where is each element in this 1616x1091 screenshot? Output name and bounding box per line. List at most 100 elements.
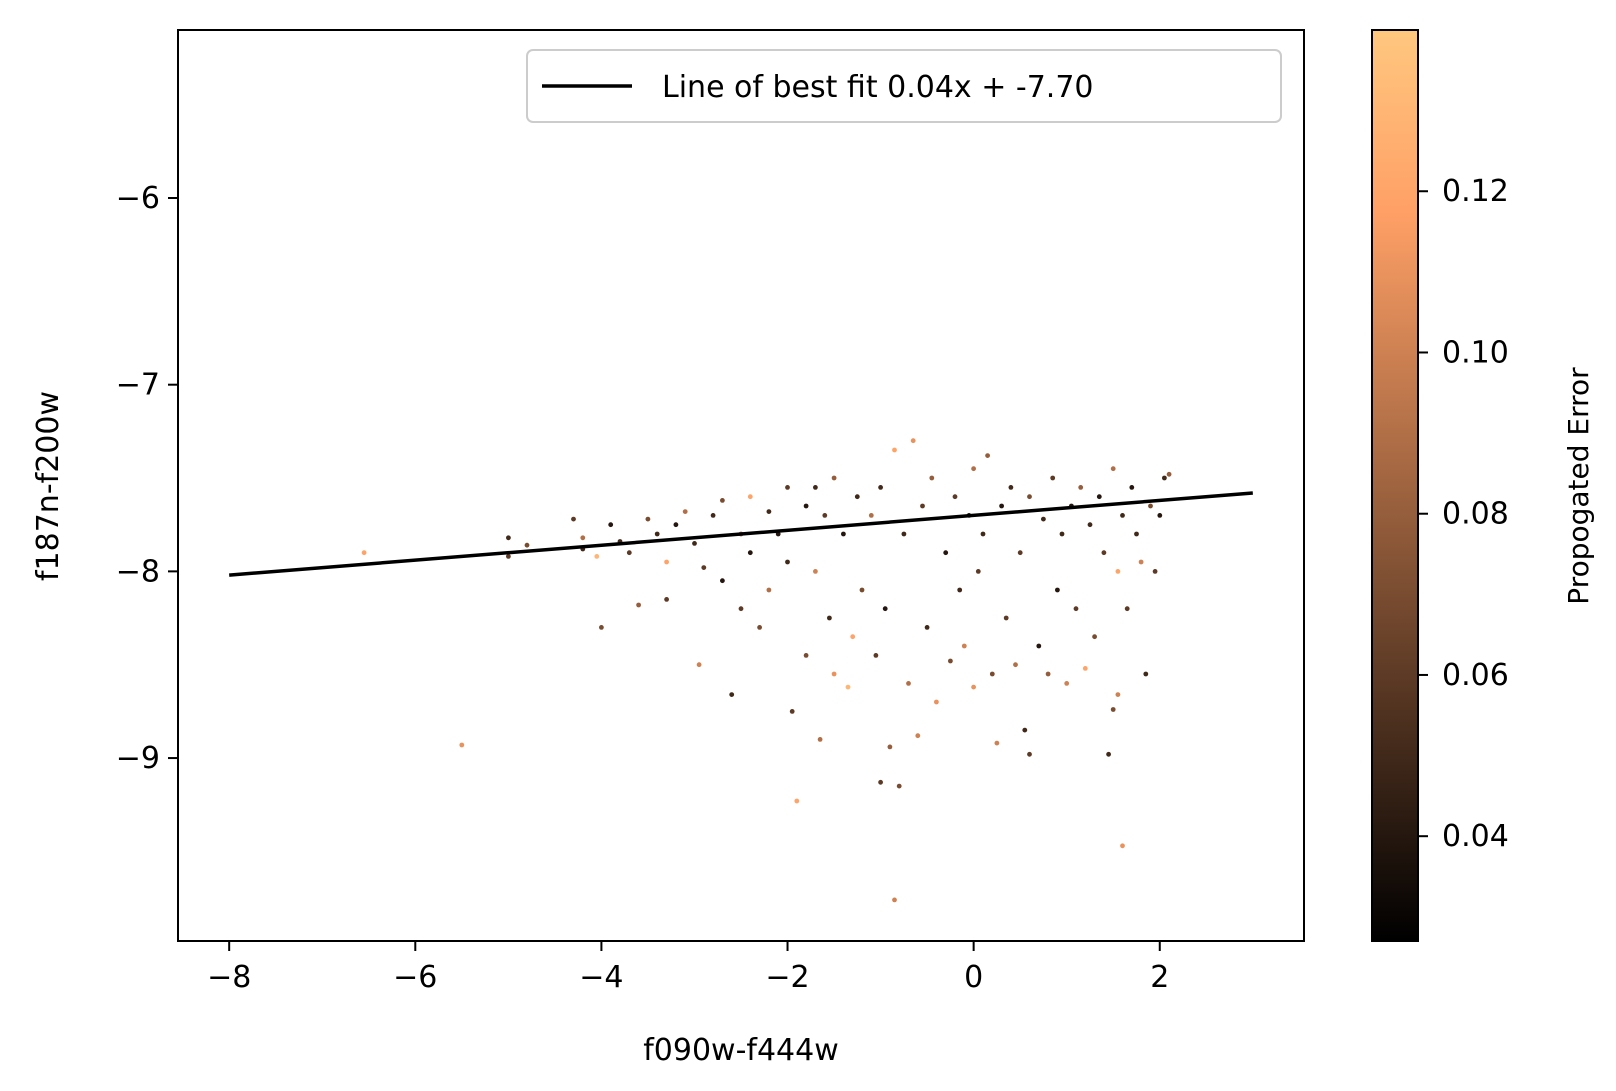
scatter-point: [789, 709, 795, 714]
colorbar-tick-label: 0.10: [1442, 335, 1509, 370]
scatter-point: [1059, 531, 1065, 537]
scatter-point: [1008, 485, 1014, 490]
scatter-point: [994, 740, 1000, 746]
scatter-point: [896, 783, 902, 789]
y-tick-label: −6: [116, 181, 160, 216]
scatter-point: [971, 466, 976, 472]
scatter-point: [850, 634, 856, 640]
scatter-point: [920, 503, 925, 509]
scatter-point: [608, 522, 614, 528]
scatter-point: [1055, 587, 1060, 593]
scatter-point: [989, 671, 995, 677]
scatter-point: [961, 643, 967, 649]
scatter-point: [682, 509, 688, 514]
scatter-point: [859, 587, 865, 593]
scatter-point: [1078, 485, 1084, 490]
scatter-point: [506, 535, 511, 541]
colorbar-ticks: 0.04 0.06 0.08 0.10 0.12: [1418, 174, 1509, 854]
scatter-point: [1157, 513, 1163, 518]
scatter-point: [747, 494, 753, 500]
scatter-point: [803, 653, 809, 658]
scatter-point: [1087, 522, 1093, 528]
scatter-point: [813, 485, 818, 490]
legend-box: [526, 49, 1282, 123]
scatter-point: [934, 699, 939, 705]
y-axis-label: f187n-f200w: [31, 391, 66, 581]
scatter-point: [817, 737, 823, 742]
scatter-point: [1027, 751, 1032, 757]
scatter-point: [882, 606, 888, 612]
scatter-point: [664, 559, 669, 565]
scatter-point: [957, 587, 963, 593]
scatter-point: [1110, 466, 1116, 472]
colorbar-tick-label: 0.06: [1442, 658, 1509, 693]
scatter-point: [1092, 634, 1097, 640]
scatter-point: [747, 550, 753, 556]
scatter-point: [645, 516, 651, 522]
scatter-point: [1166, 471, 1172, 477]
scatter-point: [785, 485, 790, 490]
scatter-point: [1148, 503, 1153, 509]
scatter-point: [459, 742, 465, 748]
scatter-point: [626, 550, 632, 556]
colorbar-tick-label: 0.04: [1442, 819, 1509, 854]
scatter-point: [766, 509, 772, 514]
scatter-point: [701, 565, 707, 570]
scatter-point: [929, 475, 935, 481]
scatter-point: [594, 554, 600, 559]
scatter-point: [952, 494, 958, 500]
scatter-point: [1143, 671, 1149, 677]
scatter-point: [1036, 643, 1042, 649]
x-tick-label: −2: [765, 960, 809, 995]
scatter-point: [980, 531, 986, 537]
y-axis-ticks: −9 −8 −7 −6: [116, 181, 178, 776]
scatter-point: [831, 475, 837, 481]
scatter-point: [1115, 569, 1121, 574]
scatter-point: [1152, 569, 1158, 574]
scatter-point: [924, 625, 930, 630]
scatter-point: [854, 494, 860, 500]
scatter-point: [1045, 671, 1051, 677]
scatter-point: [887, 744, 893, 750]
scatter-point: [654, 531, 660, 537]
scatter-point: [720, 578, 725, 584]
scatter-point: [1041, 516, 1046, 522]
scatter-point: [1096, 494, 1102, 500]
scatter-point: [1110, 707, 1116, 712]
scatter-point: [943, 550, 949, 556]
scatter-point: [892, 447, 897, 453]
scatter-point: [1120, 513, 1125, 518]
scatter-point: [1027, 494, 1032, 500]
scatter-point: [868, 513, 874, 518]
legend: Line of best fit 0.04x + -7.70: [526, 49, 1282, 123]
scatter-point: [1003, 615, 1009, 621]
scatter-point: [636, 602, 641, 608]
scatter-point: [841, 531, 846, 537]
scatter-point: [822, 513, 828, 518]
scatter-point: [571, 516, 576, 522]
scatter-point: [971, 684, 976, 690]
colorbar-tick-label: 0.12: [1442, 174, 1509, 209]
x-tick-label: 2: [1150, 960, 1169, 995]
x-axis-label: f090w-f444w: [643, 1033, 839, 1068]
scatter-point: [873, 653, 879, 658]
scatter-point: [878, 779, 883, 785]
scatter-point: [878, 485, 883, 490]
scatter-point: [696, 662, 702, 668]
scatter-point: [710, 513, 716, 518]
scatter-point: [845, 684, 851, 690]
fit-line-layer: [229, 491, 1253, 577]
colorbar-tick-label: 0.08: [1442, 497, 1509, 532]
scatter-point: [664, 597, 669, 602]
y-tick-label: −7: [116, 368, 160, 403]
x-tick-label: 0: [964, 960, 983, 995]
scatter-point: [1120, 843, 1125, 849]
scatter-point: [1138, 559, 1144, 565]
colorbar-label: Propogated Error: [1562, 367, 1595, 605]
plot-frame: [177, 29, 1305, 942]
scatter-point: [910, 438, 916, 444]
scatter-point: [794, 798, 800, 804]
scatter-point: [901, 531, 907, 537]
scatter-point: [757, 625, 762, 630]
